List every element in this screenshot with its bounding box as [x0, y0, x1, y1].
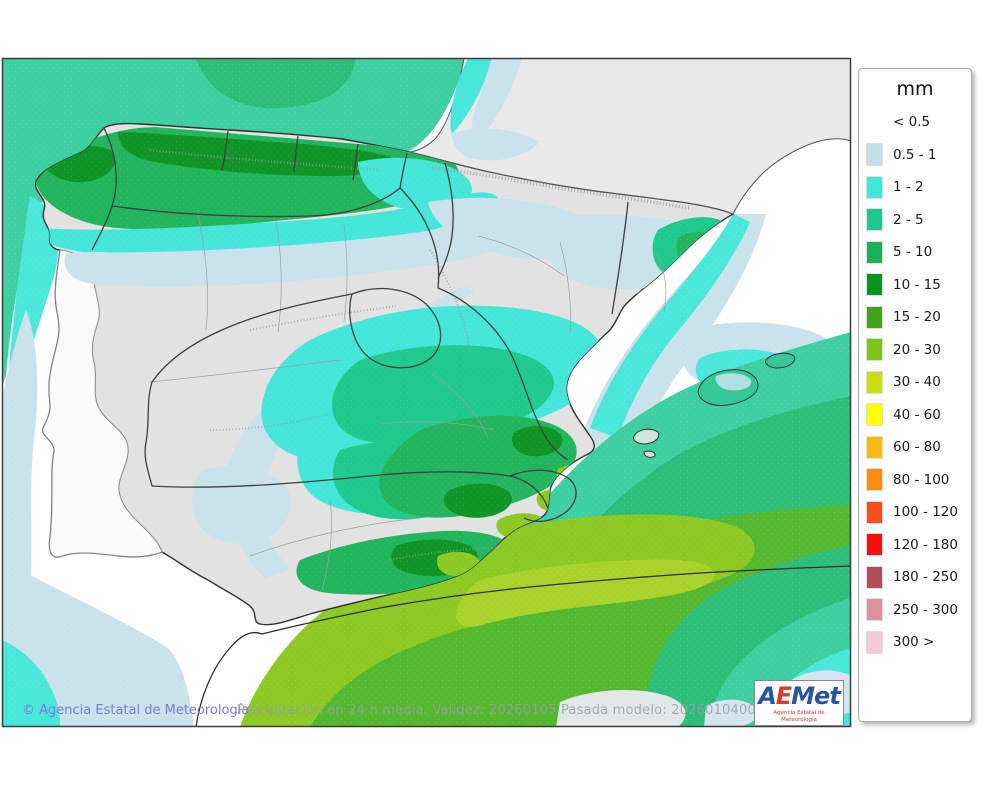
legend-swatch — [866, 435, 883, 459]
legend-label: < 0.5 — [893, 114, 931, 131]
legend-row: 2 - 5 — [866, 204, 971, 237]
aemet-logo: AEMet Agencia Estatal de Meteorología — [754, 680, 844, 726]
legend-swatch — [866, 565, 883, 589]
africa-coastline — [195, 565, 851, 727]
legend-label: 30 - 40 — [893, 374, 941, 391]
aemet-logo-letter-a: A — [758, 682, 777, 710]
legend-label: 2 - 5 — [893, 211, 924, 228]
legend-swatch — [866, 143, 883, 167]
legend-row: 0.5 - 1 — [866, 139, 971, 172]
legend-title: mm — [896, 78, 934, 100]
map-info-text: Precipitación en 24 h media. Validez: 20… — [237, 703, 756, 718]
legend-swatch — [866, 468, 883, 492]
legend-row: 10 - 15 — [866, 269, 971, 302]
legend-label: 20 - 30 — [893, 341, 941, 358]
region-boundaries — [91, 127, 629, 523]
legend-swatch — [866, 338, 883, 362]
legend-swatch — [866, 630, 883, 654]
legend-swatch — [866, 240, 883, 264]
legend-label: 60 - 80 — [893, 439, 941, 456]
portugal-landmass — [42, 249, 163, 558]
balearic-islands — [633, 352, 796, 458]
legend-row: 1 - 2 — [866, 171, 971, 204]
legend-label: 10 - 15 — [893, 276, 941, 293]
legend-label: 250 - 300 — [893, 601, 958, 618]
legend-row: < 0.5 — [866, 106, 971, 139]
legend-swatch — [866, 598, 883, 622]
legend-swatch — [866, 175, 883, 199]
terrain-relief — [149, 148, 691, 561]
legend-swatch — [866, 305, 883, 329]
legend-row: 40 - 60 — [866, 399, 971, 432]
legend-label: 120 - 180 — [893, 536, 958, 553]
legend-label: 1 - 2 — [893, 179, 924, 196]
copyright-text: © Agencia Estatal de Meteorología — [22, 703, 250, 718]
legend-label: 80 - 100 — [893, 471, 950, 488]
legend-row: 120 - 180 — [866, 529, 971, 562]
aemet-logo-letters-met: Met — [791, 682, 841, 710]
aemet-logo-letter-e: E — [775, 682, 792, 710]
formentera-island — [643, 450, 656, 458]
legend-row: 300 > — [866, 626, 971, 659]
map-canvas — [2, 58, 851, 727]
france-precipitation-layers — [450, 58, 540, 161]
province-boundaries — [149, 213, 667, 591]
ibiza-island — [633, 428, 660, 445]
legend-swatch — [866, 208, 883, 232]
legend-swatch — [866, 533, 883, 557]
legend-swatch — [866, 500, 883, 524]
legend-row: 80 - 100 — [866, 464, 971, 497]
legend-row: 15 - 20 — [866, 301, 971, 334]
legend-label: 180 - 250 — [893, 569, 958, 586]
map-border — [1, 57, 852, 728]
legend-panel: mm < 0.5 0.5 - 1 1 - 2 2 - 5 5 - 10 10 - 15 15… — [858, 68, 972, 722]
legend-row: 20 - 30 — [866, 334, 971, 367]
legend-row: 250 - 300 — [866, 594, 971, 627]
aemet-logo-word: AEMet — [755, 682, 843, 710]
france-landmass — [409, 58, 851, 215]
legend-row: 100 - 120 — [866, 496, 971, 529]
legend-label: 100 - 120 — [893, 504, 958, 521]
legend-swatch — [866, 370, 883, 394]
aemet-logo-subtitle: Agencia Estatal de Meteorología — [773, 710, 825, 723]
legend-label: 5 - 10 — [893, 244, 933, 261]
legend-swatch — [866, 273, 883, 297]
legend-swatch — [866, 403, 883, 427]
legend-row: 30 - 40 — [866, 366, 971, 399]
portugal-north-precip — [64, 251, 159, 286]
legend-label: 300 > — [893, 634, 935, 651]
legend-entries: < 0.5 0.5 - 1 1 - 2 2 - 5 5 - 10 10 - 15 15 - … — [866, 106, 971, 659]
legend-row: 5 - 10 — [866, 236, 971, 269]
menorca-island — [765, 352, 796, 369]
legend-label: 0.5 - 1 — [893, 146, 937, 163]
legend-row: 180 - 250 — [866, 561, 971, 594]
legend-label: 40 - 60 — [893, 406, 941, 423]
legend-label: 15 - 20 — [893, 309, 941, 326]
legend-row: 60 - 80 — [866, 431, 971, 464]
